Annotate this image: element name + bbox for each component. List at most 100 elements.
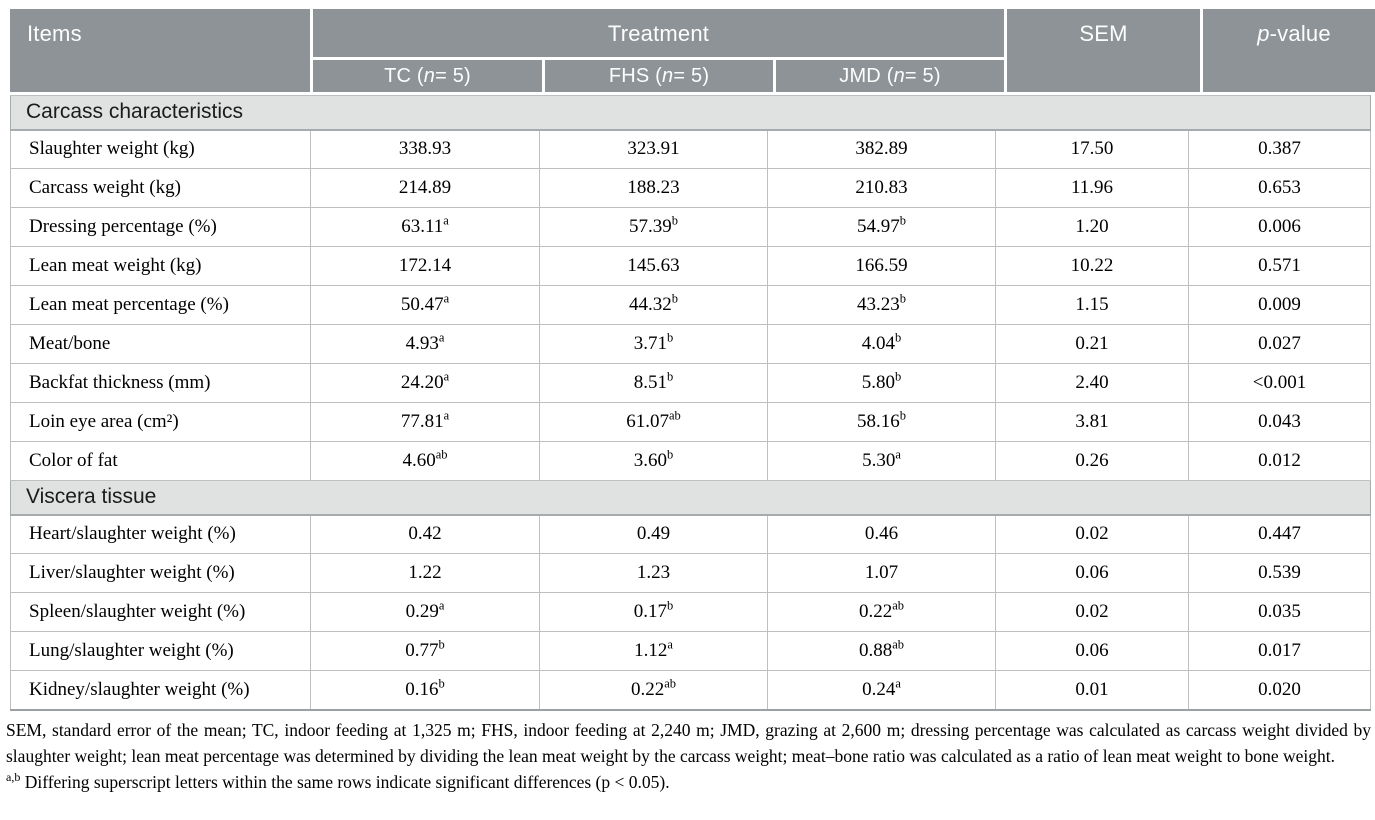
table-body: Carcass characteristics Slaughter weight … [10, 95, 1371, 710]
cell-value: 24.20a [310, 363, 540, 403]
cell-value: 1.15 [995, 285, 1189, 325]
cell-value: 0.539 [1188, 553, 1371, 593]
footnotes: SEM, standard error of the mean; TC, ind… [6, 717, 1371, 795]
cell-value: 2.40 [995, 363, 1189, 403]
cell-value: 0.49 [539, 514, 768, 554]
table-row: Liver/slaughter weight (%) 1.22 1.23 1.07 0.… [10, 553, 1371, 593]
cell-value: 0.24a [767, 670, 996, 710]
cell-value: 0.16b [310, 670, 540, 710]
cell-value: 0.653 [1188, 168, 1371, 208]
significance-superscript: b [438, 676, 445, 691]
significance-superscript: b [667, 330, 674, 345]
cell-value: 0.21 [995, 324, 1189, 364]
cell-value: 0.027 [1188, 324, 1371, 364]
significance-superscript: b [667, 447, 674, 462]
section-title: Viscera tissue [10, 480, 1371, 516]
cell-value: 77.81a [310, 402, 540, 442]
cell-value: 0.42 [310, 514, 540, 554]
row-item-label: Kidney/slaughter weight (%) [10, 670, 311, 710]
cell-value: 0.012 [1188, 441, 1371, 481]
row-item-label: Liver/slaughter weight (%) [10, 553, 311, 593]
cell-value: 11.96 [995, 168, 1189, 208]
cell-value: 4.93a [310, 324, 540, 364]
cell-value: 5.30a [767, 441, 996, 481]
cell-value: 1.23 [539, 553, 768, 593]
significance-superscript: ab [668, 408, 681, 423]
cell-value: 0.22ab [539, 670, 768, 710]
table-header: Items Treatment SEM p -value TC (n = 5) FH… [10, 9, 1375, 92]
cell-value: 0.02 [995, 514, 1189, 554]
col-header-fhs: FHS (n = 5) [545, 60, 773, 92]
cell-value: 1.07 [767, 553, 996, 593]
cell-value: 0.02 [995, 592, 1189, 632]
significance-superscript: b [899, 291, 906, 306]
cell-value: 1.22 [310, 553, 540, 593]
row-item-label: Heart/slaughter weight (%) [10, 514, 311, 554]
row-item-label: Meat/bone [10, 324, 311, 364]
cell-value: 43.23b [767, 285, 996, 325]
significance-superscript: b [895, 330, 902, 345]
significance-superscript: a [895, 676, 901, 691]
cell-value: 188.23 [539, 168, 768, 208]
row-item-label: Dressing percentage (%) [10, 207, 311, 247]
cell-value: 5.80b [767, 363, 996, 403]
significance-superscript: ab [892, 637, 905, 652]
footnote-significance-text: Differing superscript letters within the… [20, 771, 670, 792]
footnote-superscript-marker: a,b [6, 769, 21, 784]
cell-value: 63.11a [310, 207, 540, 247]
table-row: Spleen/slaughter weight (%) 0.29a 0.17b 0.2… [10, 592, 1371, 632]
cell-value: 338.93 [310, 129, 540, 169]
cell-value: 0.571 [1188, 246, 1371, 286]
row-item-label: Lean meat percentage (%) [10, 285, 311, 325]
cell-value: 3.71b [539, 324, 768, 364]
cell-value: 0.17b [539, 592, 768, 632]
paper-table-figure: Items Treatment SEM p -value TC (n = 5) FH… [6, 9, 1375, 795]
cell-value: 0.06 [995, 631, 1189, 671]
significance-superscript: ab [892, 598, 905, 613]
cell-value: 61.07ab [539, 402, 768, 442]
col-header-pvalue: p -value [1203, 9, 1375, 92]
table-row: Slaughter weight (kg) 338.93 323.91 382.89 1… [10, 129, 1371, 169]
significance-superscript: a [443, 408, 450, 423]
cell-value: 0.06 [995, 553, 1189, 593]
significance-superscript: a [443, 369, 450, 384]
pvalue-suffix: -value [1269, 21, 1331, 46]
cell-value: 44.32b [539, 285, 768, 325]
section-title: Carcass characteristics [10, 95, 1371, 131]
cell-value: 0.043 [1188, 402, 1371, 442]
significance-superscript: b [899, 213, 906, 228]
cell-value: 210.83 [767, 168, 996, 208]
col-header-tc: TC (n = 5) [313, 60, 542, 92]
cell-value: 166.59 [767, 246, 996, 286]
cell-value: 10.22 [995, 246, 1189, 286]
significance-superscript: ab [435, 447, 448, 462]
footnote-definitions: SEM, standard error of the mean; TC, ind… [6, 719, 1371, 766]
row-item-label: Spleen/slaughter weight (%) [10, 592, 311, 632]
section-row: Viscera tissue [10, 480, 1371, 516]
cell-value: 382.89 [767, 129, 996, 169]
table-row: Meat/bone 4.93a 3.71b 4.04b 0.21 0.027 [10, 324, 1371, 364]
col-header-jmd: JMD (n = 5) [776, 60, 1004, 92]
cell-value: 4.60ab [310, 441, 540, 481]
row-item-label: Lung/slaughter weight (%) [10, 631, 311, 671]
row-item-label: Slaughter weight (kg) [10, 129, 311, 169]
row-item-label: Backfat thickness (mm) [10, 363, 311, 403]
cell-value: 17.50 [995, 129, 1189, 169]
significance-superscript: b [671, 213, 678, 228]
pvalue-italic-p: p [1257, 21, 1270, 46]
table-row: Lung/slaughter weight (%) 0.77b 1.12a 0.88a… [10, 631, 1371, 671]
significance-superscript: a [895, 447, 901, 462]
significance-superscript: b [667, 369, 674, 384]
table-row: Backfat thickness (mm) 24.20a 8.51b 5.80b 2.… [10, 363, 1371, 403]
data-table: Carcass characteristics Slaughter weight … [10, 95, 1371, 711]
significance-superscript: b [895, 369, 902, 384]
row-item-label: Lean meat weight (kg) [10, 246, 311, 286]
cell-value: <0.001 [1188, 363, 1371, 403]
cell-value: 172.14 [310, 246, 540, 286]
table-row: Lean meat weight (kg) 172.14 145.63 166.59 1… [10, 246, 1371, 286]
table-row: Lean meat percentage (%) 50.47a 44.32b 43.2… [10, 285, 1371, 325]
cell-value: 3.81 [995, 402, 1189, 442]
footnote-significance: a,b Differing superscript letters within… [6, 769, 1371, 795]
cell-value: 57.39b [539, 207, 768, 247]
row-item-label: Loin eye area (cm²) [10, 402, 311, 442]
